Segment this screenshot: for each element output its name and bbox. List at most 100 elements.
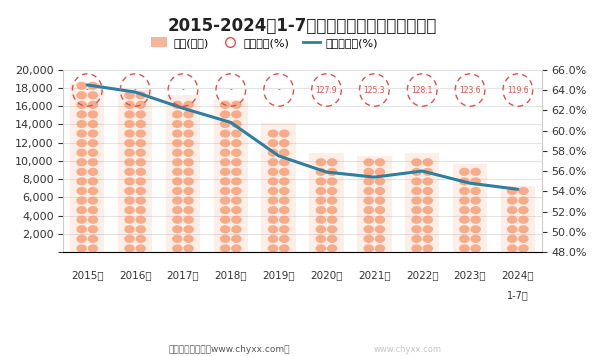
Text: 128.1: 128.1 (412, 85, 433, 94)
Ellipse shape (76, 244, 87, 252)
Ellipse shape (184, 139, 194, 147)
Ellipse shape (124, 130, 135, 138)
Ellipse shape (231, 187, 241, 195)
Ellipse shape (423, 158, 433, 166)
Ellipse shape (231, 148, 241, 157)
Ellipse shape (279, 130, 290, 138)
Ellipse shape (327, 244, 337, 252)
Ellipse shape (268, 177, 278, 185)
Ellipse shape (172, 244, 182, 252)
Ellipse shape (88, 120, 98, 128)
Ellipse shape (220, 177, 231, 185)
Text: -: - (278, 85, 280, 94)
Ellipse shape (172, 148, 182, 157)
Ellipse shape (374, 225, 385, 234)
Ellipse shape (76, 148, 87, 157)
Ellipse shape (220, 130, 231, 138)
Ellipse shape (327, 206, 337, 214)
Ellipse shape (268, 148, 278, 157)
Ellipse shape (124, 148, 135, 157)
Text: 1-7月: 1-7月 (507, 290, 529, 300)
Ellipse shape (88, 101, 98, 109)
Ellipse shape (411, 187, 422, 195)
Ellipse shape (76, 235, 87, 243)
FancyBboxPatch shape (214, 100, 248, 252)
Text: 2024年: 2024年 (501, 270, 534, 280)
Ellipse shape (184, 120, 194, 128)
Ellipse shape (220, 101, 231, 109)
Ellipse shape (470, 197, 481, 205)
Ellipse shape (279, 168, 290, 176)
Ellipse shape (172, 120, 182, 128)
Ellipse shape (507, 216, 518, 224)
Ellipse shape (423, 187, 433, 195)
Text: 123.6: 123.6 (459, 85, 481, 94)
Ellipse shape (364, 225, 374, 234)
Ellipse shape (135, 110, 146, 119)
Ellipse shape (88, 168, 98, 176)
Ellipse shape (135, 206, 146, 214)
Ellipse shape (220, 244, 231, 252)
Ellipse shape (279, 158, 290, 166)
Ellipse shape (76, 110, 87, 119)
Ellipse shape (124, 206, 135, 214)
Ellipse shape (220, 158, 231, 166)
Ellipse shape (364, 216, 374, 224)
Ellipse shape (135, 177, 146, 185)
Ellipse shape (507, 235, 518, 243)
Ellipse shape (88, 177, 98, 185)
Ellipse shape (172, 235, 182, 243)
Ellipse shape (279, 244, 290, 252)
Text: 127.9: 127.9 (315, 85, 337, 94)
Ellipse shape (220, 139, 231, 147)
Ellipse shape (423, 177, 433, 185)
Ellipse shape (135, 120, 146, 128)
Ellipse shape (268, 244, 278, 252)
Ellipse shape (88, 139, 98, 147)
Ellipse shape (411, 158, 422, 166)
Ellipse shape (268, 216, 278, 224)
Ellipse shape (88, 148, 98, 157)
Ellipse shape (374, 216, 385, 224)
Ellipse shape (411, 177, 422, 185)
Ellipse shape (135, 225, 146, 234)
Ellipse shape (124, 168, 135, 176)
Ellipse shape (268, 158, 278, 166)
Ellipse shape (184, 206, 194, 214)
Ellipse shape (423, 235, 433, 243)
FancyBboxPatch shape (501, 187, 535, 252)
Ellipse shape (220, 168, 231, 176)
Ellipse shape (124, 187, 135, 195)
Ellipse shape (220, 197, 231, 205)
Ellipse shape (470, 168, 481, 176)
Text: 2023年: 2023年 (454, 270, 486, 280)
Ellipse shape (268, 139, 278, 147)
Ellipse shape (315, 168, 326, 176)
Ellipse shape (518, 216, 529, 224)
Ellipse shape (124, 177, 135, 185)
Ellipse shape (76, 130, 87, 138)
Ellipse shape (327, 187, 337, 195)
Ellipse shape (315, 216, 326, 224)
FancyBboxPatch shape (453, 164, 487, 252)
Text: 125.3: 125.3 (364, 85, 385, 94)
Title: 2015-2024年1-7月云南省工业企业负债统计图: 2015-2024年1-7月云南省工业企业负债统计图 (168, 17, 437, 35)
Ellipse shape (364, 177, 374, 185)
Ellipse shape (88, 216, 98, 224)
Ellipse shape (279, 177, 290, 185)
Ellipse shape (172, 187, 182, 195)
Ellipse shape (231, 177, 241, 185)
Ellipse shape (459, 216, 470, 224)
Ellipse shape (184, 187, 194, 195)
FancyBboxPatch shape (357, 156, 391, 252)
Ellipse shape (172, 206, 182, 214)
Ellipse shape (220, 187, 231, 195)
Ellipse shape (231, 235, 241, 243)
Ellipse shape (518, 197, 529, 205)
Ellipse shape (279, 197, 290, 205)
Ellipse shape (184, 110, 194, 119)
Ellipse shape (315, 187, 326, 195)
Ellipse shape (470, 206, 481, 214)
Ellipse shape (124, 91, 135, 99)
Ellipse shape (124, 158, 135, 166)
